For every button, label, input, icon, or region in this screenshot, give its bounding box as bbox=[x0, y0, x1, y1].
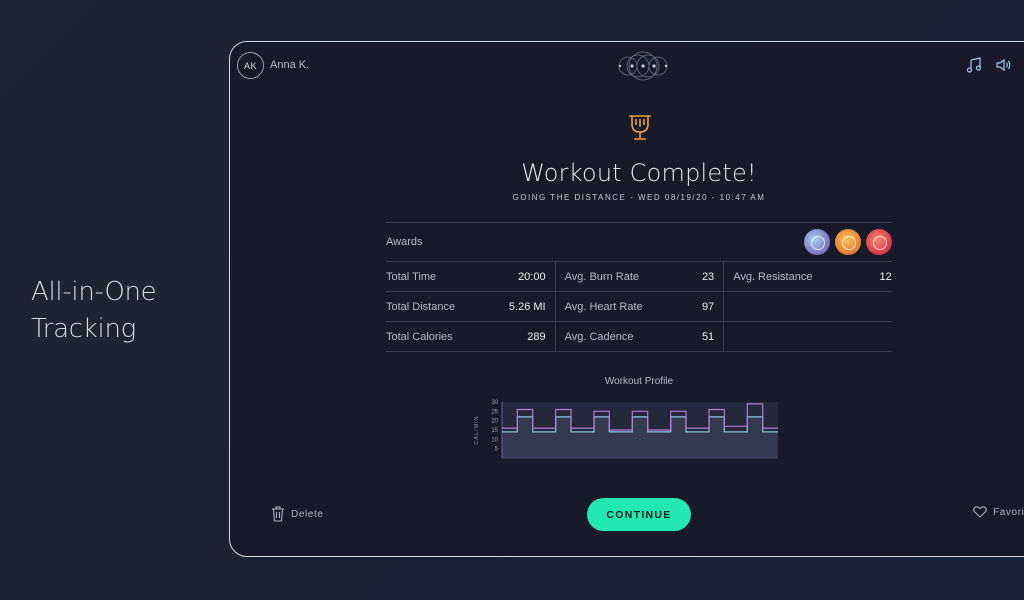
trophy-icon bbox=[629, 115, 651, 140]
workout-profile-title: Workout Profile bbox=[604, 376, 674, 387]
stat-label: Total Time bbox=[386, 270, 437, 283]
trash-icon bbox=[272, 506, 284, 522]
series-line-1 bbox=[502, 416, 778, 433]
stat-label: Avg. Burn Rate bbox=[564, 270, 639, 283]
speaker-icon[interactable] bbox=[995, 56, 1013, 74]
favorite-label: Favorite bbox=[993, 506, 1024, 518]
stat-value: 12 bbox=[879, 270, 892, 283]
avatar[interactable]: AK bbox=[237, 52, 264, 79]
delete-label: Delete bbox=[291, 508, 324, 520]
music-note-icon[interactable] bbox=[965, 56, 983, 74]
stat-avg-burn-rate: Avg. Burn Rate 23 bbox=[555, 262, 724, 292]
delete-button[interactable]: Delete bbox=[271, 506, 324, 522]
stat-value: 51 bbox=[701, 330, 715, 343]
stat-total-calories: Total Calories 289 bbox=[386, 322, 555, 352]
stats-column: Avg. Burn Rate 23 Avg. Heart Rate 97 Avg. … bbox=[554, 262, 724, 352]
stats-column: Avg. Resistance 12 bbox=[723, 262, 892, 352]
awards-label: Awards bbox=[386, 236, 423, 248]
workout-subtitle: GOING THE DISTANCE - WED 08/19/20 - 10:4… bbox=[512, 193, 766, 202]
stat-label: Avg. Cadence bbox=[564, 330, 634, 343]
stats-column: Total Time 20:00 Total Distance 5.26 MI To… bbox=[386, 262, 555, 352]
stat-total-time: Total Time 20:00 bbox=[386, 262, 555, 292]
stat-label: Avg. Heart Rate bbox=[564, 300, 643, 313]
stat-avg-cadence: Avg. Cadence 51 bbox=[555, 322, 724, 352]
stat-empty bbox=[724, 322, 892, 352]
stat-total-distance: Total Distance 5.26 MI bbox=[386, 292, 555, 322]
y-tick-label: 20 bbox=[491, 419, 498, 425]
stat-empty bbox=[724, 292, 892, 322]
tagline: All-in-One Tracking bbox=[31, 277, 157, 344]
stat-avg-resistance: Avg. Resistance 12 bbox=[724, 262, 892, 292]
y-tick-label: 5 bbox=[495, 447, 499, 453]
award-badge-2[interactable] bbox=[835, 229, 861, 255]
continue-button[interactable]: CONTINUE bbox=[587, 498, 691, 531]
series-line-2 bbox=[502, 403, 778, 431]
y-tick-label: 25 bbox=[491, 409, 498, 415]
stat-value: 20:00 bbox=[518, 270, 546, 283]
stat-avg-heart-rate: Avg. Heart Rate 97 bbox=[555, 292, 724, 322]
stat-value: 97 bbox=[701, 300, 715, 313]
heart-icon bbox=[973, 506, 987, 518]
award-badge-3[interactable] bbox=[866, 229, 892, 255]
stat-label: Total Distance bbox=[386, 300, 456, 313]
user-name[interactable]: Anna K. bbox=[270, 59, 310, 71]
stats-grid: Total Time 20:00 Total Distance 5.26 MI To… bbox=[386, 262, 892, 352]
award-badge-1[interactable] bbox=[804, 229, 830, 255]
y-axis-label: CAL/MIN bbox=[474, 415, 480, 444]
app-window: AK Anna K. Workout Compl bbox=[229, 41, 1024, 557]
y-tick-label: 10 bbox=[491, 437, 498, 443]
y-tick-label: 15 bbox=[491, 428, 498, 434]
stat-label: Total Calories bbox=[386, 330, 453, 343]
y-tick-label: 30 bbox=[491, 400, 498, 406]
stat-label: Avg. Resistance bbox=[733, 270, 813, 283]
favorite-button[interactable]: Favorite bbox=[973, 506, 1024, 518]
page-title: Workout Complete! bbox=[521, 159, 757, 187]
stat-value: 23 bbox=[701, 270, 715, 283]
brand-logo bbox=[618, 51, 668, 81]
awards-row: Awards bbox=[386, 222, 892, 262]
stat-value: 289 bbox=[527, 330, 546, 343]
stats-panel: Awards Total Time 20:00 Total Distance 5.2… bbox=[386, 222, 892, 352]
stat-value: 5.26 MI bbox=[508, 300, 546, 313]
top-bar: AK Anna K. bbox=[230, 42, 1024, 88]
workout-profile-chart: 30 25 20 15 10 5 CAL/MIN bbox=[474, 400, 778, 459]
